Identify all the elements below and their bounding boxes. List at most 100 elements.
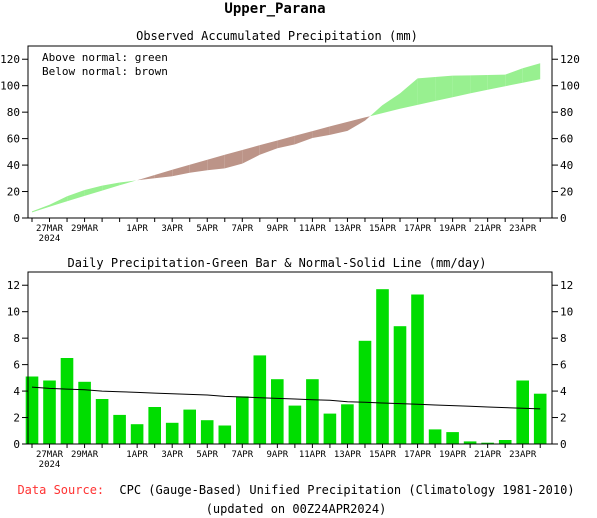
- daily-bar: [148, 407, 161, 444]
- daily-xtick-label: 9APR: [267, 450, 289, 460]
- below-normal-area: [277, 135, 295, 149]
- accumulated-difference-fill: [32, 63, 541, 213]
- daily-bars: [25, 289, 547, 444]
- accumulated-ytick-label-right: 0: [560, 212, 567, 225]
- accumulated-xtick-label: 29MAR: [71, 224, 99, 234]
- daily-bar: [78, 381, 91, 444]
- daily-bar: [376, 289, 389, 444]
- daily-xtick-label: 15APR: [369, 450, 397, 460]
- legend-above-normal: Above normal: green: [42, 51, 168, 64]
- above-normal-area: [382, 93, 400, 114]
- daily-bar: [95, 399, 109, 444]
- legend-below-normal: Below normal: brown: [42, 65, 168, 78]
- below-normal-area: [172, 164, 190, 177]
- accumulated-xtick-label: 19APR: [439, 224, 467, 234]
- daily-bar: [165, 422, 179, 444]
- accumulated-xtick-label: 1APR: [126, 224, 148, 234]
- daily-ytick-label-right: 2: [560, 412, 567, 425]
- daily-xtick-label: 1APR: [126, 450, 148, 460]
- below-normal-area: [207, 154, 225, 171]
- accumulated-ytick-label-right: 20: [560, 186, 573, 199]
- above-normal-area: [119, 180, 137, 186]
- accumulated-ytick-label-left: 100: [0, 80, 20, 93]
- daily-chart-title: Daily Precipitation-Green Bar & Normal-S…: [67, 256, 486, 270]
- daily-ytick-label-right: 4: [560, 385, 567, 398]
- above-normal-area: [435, 75, 453, 101]
- above-normal-area: [470, 75, 488, 94]
- below-normal-area: [329, 121, 348, 135]
- daily-xtick-label: 11APR: [299, 450, 327, 460]
- below-normal-area: [365, 116, 370, 121]
- accumulated-xtick-label: 17APR: [404, 224, 432, 234]
- above-normal-area: [522, 63, 541, 83]
- daily-xtick-label: 27MAR: [36, 450, 64, 460]
- daily-normal-line: [31, 386, 541, 410]
- daily-bar: [288, 405, 302, 444]
- daily-ytick-label-left: 8: [13, 332, 20, 345]
- daily-xtick-label: 17APR: [404, 450, 432, 460]
- accumulated-xtick-sublabel: 2024: [39, 234, 61, 244]
- daily-ytick-label-right: 10: [560, 306, 573, 319]
- daily-xtick-label: 13APR: [334, 450, 362, 460]
- data-source-text: CPC (Gauge-Based) Unified Precipitation …: [119, 483, 574, 497]
- below-normal-area: [154, 169, 173, 179]
- below-normal-area: [242, 145, 260, 164]
- daily-bar: [25, 376, 39, 444]
- accumulated-xtick-label: 5APR: [196, 224, 218, 234]
- daily-xtick-label: 3APR: [161, 450, 183, 460]
- below-normal-area: [312, 126, 330, 138]
- daily-xtick-label: 21APR: [474, 450, 502, 460]
- below-normal-area: [259, 140, 278, 155]
- daily-ytick-label-right: 0: [560, 438, 567, 451]
- below-normal-area: [189, 159, 208, 173]
- daily-bar: [341, 404, 354, 444]
- daily-ytick-label-right: 12: [560, 279, 573, 292]
- accumulated-xtick-label: 7APR: [231, 224, 253, 234]
- above-normal-area: [67, 190, 85, 202]
- daily-bar: [481, 442, 494, 444]
- above-normal-area: [32, 204, 50, 213]
- accumulated-chart-title: Observed Accumulated Precipitation (mm): [136, 29, 418, 43]
- daily-xtick-label: 29MAR: [71, 450, 99, 460]
- daily-bar: [446, 432, 459, 444]
- daily-bar: [411, 294, 424, 444]
- figure-title: Upper_Parana: [224, 1, 325, 17]
- daily-plot-frame: [27, 271, 553, 445]
- above-normal-area: [370, 105, 383, 117]
- daily-ytick-label-left: 12: [7, 279, 20, 292]
- accumulated-xtick-label: 11APR: [299, 224, 327, 234]
- below-normal-area: [224, 150, 243, 169]
- daily-bar: [130, 424, 144, 444]
- above-normal-area: [400, 78, 418, 109]
- daily-xtick-label: 23APR: [509, 450, 537, 460]
- daily-bar: [428, 429, 442, 444]
- daily-bar: [253, 355, 267, 444]
- accumulated-xtick-label: 27MAR: [36, 224, 64, 234]
- updated-timestamp: (updated on 00Z24APR2024): [206, 502, 387, 516]
- below-normal-area: [137, 175, 155, 181]
- daily-bar: [498, 440, 512, 444]
- daily-bar: [516, 380, 529, 444]
- above-normal-area: [505, 68, 523, 87]
- accumulated-ytick-label-right: 100: [560, 80, 580, 93]
- daily-bar: [358, 340, 372, 444]
- below-normal-area: [347, 117, 365, 131]
- daily-bar: [218, 425, 232, 444]
- accumulated-ytick-label-right: 120: [560, 53, 580, 66]
- daily-bar: [43, 380, 56, 444]
- daily-ytick-label-right: 8: [560, 332, 567, 345]
- accumulated-xtick-label: 15APR: [369, 224, 397, 234]
- above-normal-area: [102, 182, 120, 191]
- daily-bar: [271, 379, 284, 444]
- accumulated-ytick-label-left: 120: [0, 53, 20, 66]
- accumulated-xtick-label: 3APR: [161, 224, 183, 234]
- accumulated-ytick-label-left: 0: [13, 212, 20, 225]
- daily-bar: [323, 413, 337, 444]
- accumulated-xtick-label: 21APR: [474, 224, 502, 234]
- daily-xtick-label: 7APR: [231, 450, 253, 460]
- accumulated-ytick-label-left: 20: [7, 186, 20, 199]
